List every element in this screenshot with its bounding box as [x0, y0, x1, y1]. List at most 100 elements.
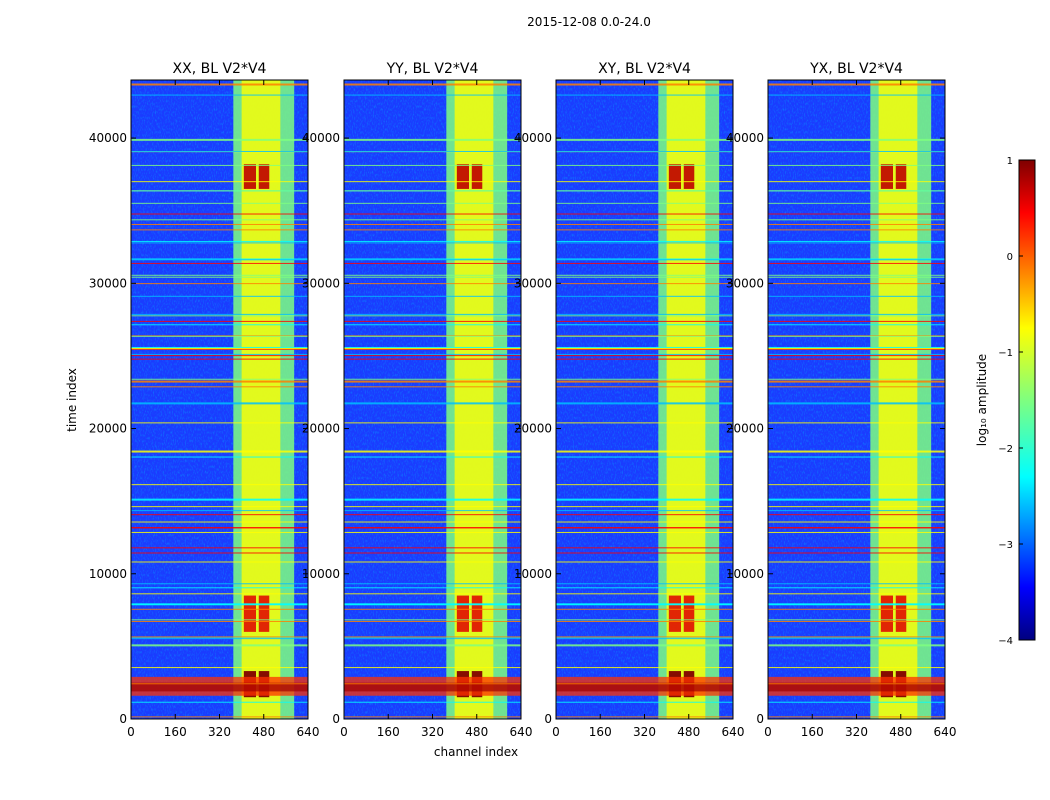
interference-line [344, 638, 521, 640]
interference-line [556, 531, 733, 533]
interference-line [131, 498, 308, 501]
panel-4: YX, BL V2*V4 0 160 320 480 640 0 10000 20000 3000… [726, 61, 957, 739]
interference-line [131, 324, 308, 326]
colorbar-gradient [1018, 159, 1036, 641]
interference-line [131, 514, 308, 516]
x-tick-label: 480 [252, 725, 275, 739]
interference-line [768, 521, 945, 523]
interference-line [131, 603, 308, 606]
interference-line [556, 181, 733, 183]
interference-line [768, 638, 945, 640]
interference-line [768, 353, 945, 355]
interference-line [344, 223, 521, 225]
y-tick-label: 0 [332, 712, 340, 726]
interference-line [768, 335, 945, 337]
interference-line [131, 402, 308, 405]
x-tick-label: 0 [127, 725, 135, 739]
interference-line [131, 164, 308, 166]
interference-line [344, 583, 521, 585]
interference-line [556, 701, 733, 703]
interference-line [556, 402, 733, 405]
interference-line [344, 242, 521, 244]
interference-line [556, 94, 733, 96]
interference-line [556, 506, 733, 508]
interference-line [556, 636, 733, 638]
interference-line [131, 335, 308, 337]
interference-line [131, 583, 308, 585]
y-tick-label: 20000 [726, 422, 764, 436]
colorbar-label: log₁₀ amplitude [975, 354, 989, 446]
interference-line [131, 190, 308, 192]
interference-line [768, 386, 945, 388]
interference-line [344, 561, 521, 563]
interference-line [768, 378, 945, 380]
x-tick-label: 640 [297, 725, 320, 739]
rfi-band [344, 682, 521, 692]
interference-line [131, 593, 308, 595]
interference-line [556, 456, 733, 458]
interference-line [131, 644, 308, 647]
interference-line [768, 583, 945, 585]
interference-line [131, 456, 308, 458]
interference-line [556, 335, 733, 337]
interference-line [556, 561, 733, 563]
interference-line [344, 587, 521, 589]
interference-line [131, 701, 308, 703]
interference-line [131, 313, 308, 315]
hot-spot [456, 164, 470, 189]
interference-line [556, 202, 733, 204]
interference-line [768, 181, 945, 183]
y-tick-label: 40000 [302, 131, 340, 145]
interference-line [131, 353, 308, 355]
interference-line [131, 552, 308, 554]
interference-line [344, 229, 521, 231]
y-tick-label: 20000 [514, 422, 552, 436]
interference-line [131, 561, 308, 563]
interference-line [131, 380, 308, 383]
interference-line [768, 219, 945, 221]
interference-line [768, 324, 945, 326]
interference-line [131, 229, 308, 231]
interference-line [131, 587, 308, 589]
interference-line [131, 620, 308, 622]
interference-line [344, 506, 521, 508]
hot-spot [471, 164, 483, 189]
interference-line [344, 355, 521, 357]
interference-line [556, 324, 733, 326]
interference-line [344, 386, 521, 388]
interference-line [344, 667, 521, 669]
interference-line [768, 358, 945, 360]
interference-line [768, 456, 945, 458]
interference-line [556, 380, 733, 383]
interference-line [131, 667, 308, 669]
interference-line [131, 295, 308, 297]
interference-line [344, 346, 521, 348]
interference-line [344, 190, 521, 192]
interference-line [768, 138, 945, 141]
interference-line [131, 138, 308, 141]
interference-line [768, 262, 945, 264]
interference-line [344, 150, 521, 152]
interference-line [131, 259, 308, 261]
interference-line [131, 521, 308, 523]
hot-spot [243, 164, 257, 189]
interference-line [344, 603, 521, 606]
interference-line [131, 619, 308, 621]
interference-line [768, 355, 945, 357]
interference-line [131, 506, 308, 508]
x-tick-label: 0 [552, 725, 560, 739]
y-tick-label: 10000 [89, 567, 127, 581]
x-tick-label: 320 [633, 725, 656, 739]
interference-line [131, 636, 308, 638]
interference-line [556, 498, 733, 501]
interference-line [556, 190, 733, 192]
interference-line [768, 636, 945, 638]
interference-line [556, 347, 733, 350]
panel-3: XY, BL V2*V4 0 160 320 480 640 0 10000 20000 3000… [514, 61, 745, 739]
rfi-band [556, 682, 733, 692]
colorbar-tick-label: 0 [1007, 252, 1013, 263]
panel-1: XX, BL V2*V4 0 160 320 480 640 0 10000 20000 3000… [65, 61, 319, 739]
interference-line [344, 620, 521, 622]
interference-line [344, 422, 521, 424]
